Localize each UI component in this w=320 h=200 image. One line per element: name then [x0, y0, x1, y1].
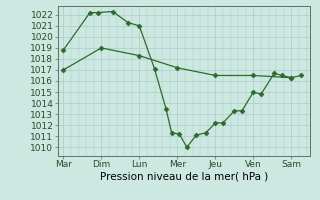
X-axis label: Pression niveau de la mer( hPa ): Pression niveau de la mer( hPa ) — [100, 172, 268, 182]
